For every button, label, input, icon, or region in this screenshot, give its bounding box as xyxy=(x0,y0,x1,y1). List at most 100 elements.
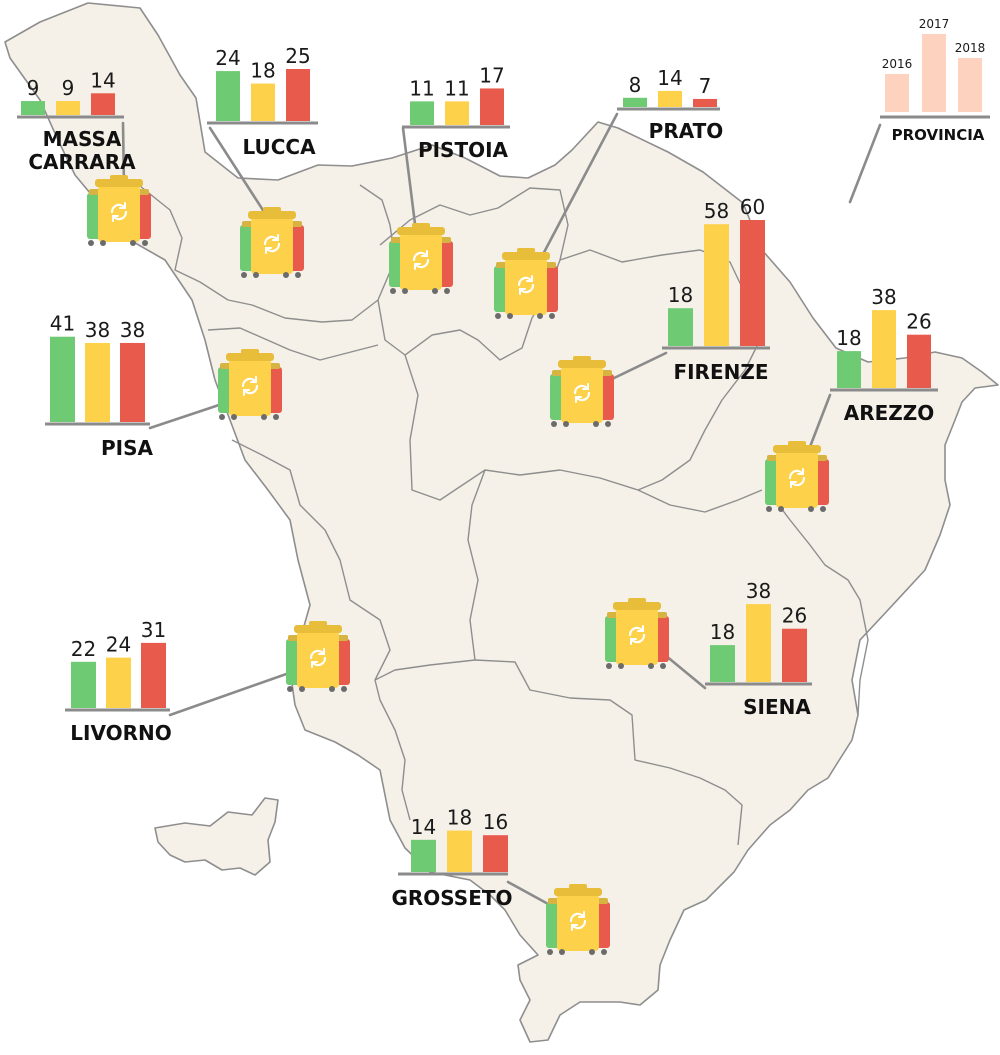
bar-2018 xyxy=(480,88,504,125)
province-chart-pistoia: 11 11 17 PISTOIA xyxy=(402,63,510,162)
recycling-bin-icon xyxy=(546,884,610,955)
province-label: CARRARA xyxy=(28,150,136,174)
province-chart-pisa: 41 38 38 PISA xyxy=(45,312,154,460)
province-chart-arezzo: 18 38 26 AREZZO xyxy=(830,285,938,425)
bar-value-label: 14 xyxy=(90,68,115,92)
bar-value-label: 11 xyxy=(444,76,469,100)
bar-2018 xyxy=(782,628,807,682)
bar-value-label: 26 xyxy=(906,310,931,334)
bar-2016 xyxy=(50,336,75,422)
bar-value-label: 16 xyxy=(483,810,508,834)
bar-2018 xyxy=(907,334,931,388)
bar-value-label: 60 xyxy=(740,195,765,219)
bar-2017 xyxy=(746,604,771,682)
province-chart-livorno: 22 24 31 LIVORNO xyxy=(65,618,172,745)
bar-2018 xyxy=(483,835,508,872)
recycling-bin-icon xyxy=(286,621,350,692)
legend-year-label: 2018 xyxy=(955,41,986,55)
bar-value-label: 17 xyxy=(479,63,504,87)
bar-2017 xyxy=(872,310,896,388)
province-label: PRATO xyxy=(649,119,724,143)
bar-2017 xyxy=(85,342,110,422)
legend-year-label: 2017 xyxy=(919,17,950,31)
bar-2016 xyxy=(668,308,693,346)
bar-value-label: 58 xyxy=(704,199,729,223)
bar-value-label: 18 xyxy=(447,806,472,830)
province-label: LUCCA xyxy=(242,135,316,159)
recycling-bin-icon xyxy=(389,223,453,294)
bar-2017 xyxy=(56,101,80,115)
bar-2016 xyxy=(411,839,436,872)
bar-value-label: 18 xyxy=(668,283,693,307)
province-label: PISTOIA xyxy=(418,138,509,162)
bar-2016 xyxy=(71,661,96,708)
province-label: MASSA xyxy=(43,127,122,151)
bar-value-label: 24 xyxy=(215,46,240,70)
bar-2018 xyxy=(91,93,115,115)
legend-bar-2018 xyxy=(958,58,982,112)
bar-2016 xyxy=(21,101,45,115)
recycling-bin-icon xyxy=(765,441,829,512)
recycling-bin-icon xyxy=(218,349,282,420)
bar-2016 xyxy=(410,101,434,125)
legend-bar-2016 xyxy=(885,74,909,112)
bar-value-label: 38 xyxy=(120,318,145,342)
bar-value-label: 14 xyxy=(411,815,436,839)
recycling-bin-icon xyxy=(87,175,151,246)
province-chart-prato: 8 14 7 PRATO xyxy=(617,66,723,143)
bar-2018 xyxy=(740,220,765,346)
bar-value-label: 25 xyxy=(285,44,310,68)
bar-2016 xyxy=(623,97,647,107)
bar-value-label: 24 xyxy=(106,633,131,657)
bar-2017 xyxy=(445,101,469,125)
bar-2016 xyxy=(216,71,240,121)
bar-value-label: 38 xyxy=(85,318,110,342)
province-label: AREZZO xyxy=(844,401,935,425)
bar-2017 xyxy=(704,224,729,346)
bar-value-label: 18 xyxy=(710,620,735,644)
recycling-bins xyxy=(87,175,829,955)
leader-lines xyxy=(121,112,882,907)
legend-bar-2017 xyxy=(922,34,946,112)
recycling-bin-icon xyxy=(494,248,558,319)
bar-2018 xyxy=(141,642,166,708)
bar-value-label: 26 xyxy=(782,604,807,628)
bar-2018 xyxy=(693,98,717,107)
bar-value-label: 9 xyxy=(27,76,40,100)
bar-value-label: 38 xyxy=(871,285,896,309)
province-chart-grosseto: 14 18 16 GROSSETO xyxy=(391,806,512,910)
province-label: PISA xyxy=(101,436,154,460)
bar-2018 xyxy=(286,69,310,121)
legend-year-label: 2016 xyxy=(882,57,913,71)
bar-value-label: 22 xyxy=(71,637,96,661)
province-label: FIRENZE xyxy=(673,360,768,384)
bar-2016 xyxy=(837,351,861,388)
bar-2018 xyxy=(120,342,145,422)
bar-value-label: 7 xyxy=(699,74,712,98)
bar-value-label: 8 xyxy=(629,73,642,97)
province-label: SIENA xyxy=(743,695,811,719)
bar-value-label: 11 xyxy=(409,76,434,100)
bar-value-label: 18 xyxy=(250,59,275,83)
province-label: GROSSETO xyxy=(391,886,512,910)
bar-2017 xyxy=(106,657,131,708)
recycling-bin-icon xyxy=(605,598,669,669)
bar-value-label: 9 xyxy=(62,76,75,100)
bar-2017 xyxy=(251,83,275,121)
bar-2017 xyxy=(447,830,472,872)
province-chart-siena: 18 38 26 SIENA xyxy=(705,579,812,719)
province-chart-firenze: 18 58 60 FIRENZE xyxy=(662,195,770,384)
bar-value-label: 31 xyxy=(141,618,166,642)
bar-value-label: 41 xyxy=(50,312,75,336)
bar-value-label: 38 xyxy=(746,579,771,603)
legend-label: PROVINCIA xyxy=(892,126,985,144)
bar-2016 xyxy=(710,645,735,682)
bar-2017 xyxy=(658,90,682,107)
bar-value-label: 18 xyxy=(836,326,861,350)
legend: 2016 2017 2018 PROVINCIA xyxy=(880,17,990,144)
recycling-bin-icon xyxy=(240,207,304,278)
